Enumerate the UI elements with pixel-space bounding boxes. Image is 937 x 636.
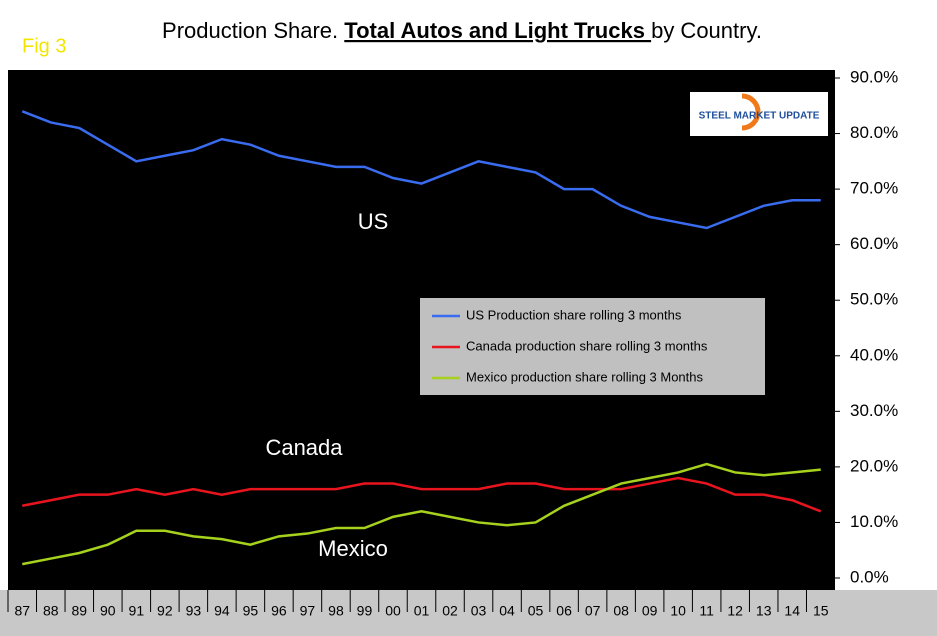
x-tick-label: 12 [727,603,743,619]
y-tick-label: 90.0% [850,67,898,86]
x-tick-label: 99 [357,603,373,619]
x-tick-label: 92 [157,603,173,619]
y-tick-label: 50.0% [850,290,898,309]
x-tick-label: 97 [300,603,316,619]
x-tick-label: 91 [129,603,145,619]
x-tick-label: 09 [642,603,658,619]
y-tick-label: 80.0% [850,123,898,142]
y-tick-label: 60.0% [850,234,898,253]
x-tick-label: 08 [613,603,629,619]
x-tick-label: 13 [756,603,772,619]
x-tick-label: 96 [271,603,287,619]
x-tick-label: 93 [186,603,202,619]
legend-box [420,298,765,395]
legend-label: Canada production share rolling 3 months [466,338,708,353]
x-tick-label: 88 [43,603,59,619]
data-line [22,462,821,566]
x-tick-label: 14 [784,603,800,619]
x-tick-label: 10 [670,603,686,619]
x-tick-label: 02 [442,603,458,619]
annotation: US [358,209,389,234]
x-tick-label: 01 [414,603,430,619]
x-tick-label: 95 [243,603,259,619]
x-tick-label: 11 [699,603,714,619]
x-tick-label: 00 [385,603,401,619]
y-tick-label: 20.0% [850,456,898,475]
x-tick-label: 03 [471,603,487,619]
legend: US Production share rolling 3 months Cana… [420,298,765,395]
x-tick-label: 94 [214,603,230,619]
x-tick-label: 06 [556,603,572,619]
data-line [21,110,821,230]
x-tick-label: 07 [585,603,601,619]
y-tick-label: 10.0% [850,512,898,531]
y-tick-label: 30.0% [850,401,898,420]
chart-title: Production Share. Total Autos and Light … [162,18,762,43]
logo-icon [741,93,761,131]
x-tick-label: 15 [813,603,829,619]
x-tick-label: 04 [499,603,515,619]
fig-label: Fig 3 [22,35,66,57]
y-tick-label: 70.0% [850,179,898,198]
x-axis-band [0,590,937,636]
y-tick-label: 0.0% [850,567,889,586]
x-tick-label: 89 [72,603,88,619]
data-line [22,476,822,513]
x-tick-label: 87 [14,603,30,619]
annotation: Canada [265,435,343,460]
annotation: Mexico [318,536,388,561]
title-part: Production Share. [162,18,344,43]
logo-text: STEEL MARKET UPDATE [699,111,820,122]
y-tick-label: 40.0% [850,345,898,364]
x-tick-label: 05 [528,603,544,619]
title-part: Total Autos and Light Trucks [344,18,651,43]
legend-label: Mexico production share rolling 3 Months [466,369,704,384]
x-tick-label: 98 [328,603,344,619]
legend-label: US Production share rolling 3 months [466,307,682,322]
title-part: by Country. [651,18,762,43]
x-tick-label: 90 [100,603,116,619]
